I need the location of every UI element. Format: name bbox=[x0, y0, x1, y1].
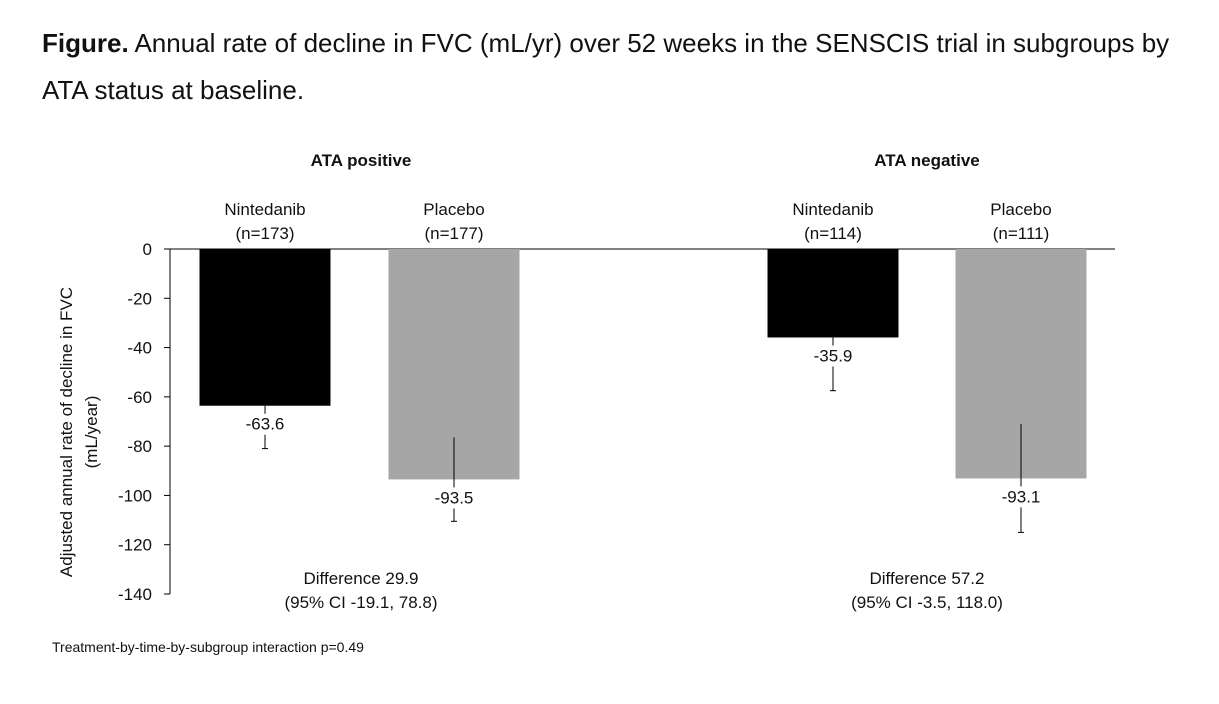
difference-label: Difference 29.9 bbox=[304, 569, 419, 588]
bar-value-label: -93.5 bbox=[435, 488, 474, 507]
group-title: ATA negative bbox=[874, 151, 979, 170]
value-label-bg bbox=[241, 413, 289, 435]
y-tick-label: -140 bbox=[118, 585, 152, 604]
group-title: ATA positive bbox=[311, 151, 412, 170]
bar-n-label: (n=177) bbox=[424, 224, 483, 243]
bar-value-label: -63.6 bbox=[246, 415, 285, 434]
value-label-bg bbox=[997, 486, 1045, 508]
y-tick-label: -40 bbox=[127, 339, 152, 358]
caption-text: Annual rate of decline in FVC (mL/yr) ov… bbox=[42, 28, 1170, 105]
bar-series-label: Placebo bbox=[990, 200, 1051, 219]
bar-n-label: (n=173) bbox=[235, 224, 294, 243]
y-axis-unit: (mL/year) bbox=[82, 396, 101, 469]
value-label-bg bbox=[809, 345, 857, 367]
bar-nintedanib bbox=[767, 249, 899, 338]
interaction-footnote: Treatment-by-time-by-subgroup interactio… bbox=[52, 639, 364, 655]
bar-nintedanib bbox=[199, 249, 331, 406]
y-tick-label: -100 bbox=[118, 486, 152, 505]
y-tick-label: -20 bbox=[127, 289, 152, 308]
bar-n-label: (n=111) bbox=[993, 224, 1050, 243]
bar-series-label: Nintedanib bbox=[792, 200, 873, 219]
y-axis-title: Adjusted annual rate of decline in FVC bbox=[57, 287, 76, 577]
y-tick-label: -80 bbox=[127, 437, 152, 456]
caption-label: Figure. bbox=[42, 28, 129, 58]
difference-label: Difference 57.2 bbox=[870, 569, 985, 588]
bar-series-label: Nintedanib bbox=[224, 200, 305, 219]
bar-value-label: -35.9 bbox=[814, 346, 853, 365]
bar-series-label: Placebo bbox=[423, 200, 484, 219]
y-tick-label: -120 bbox=[118, 536, 152, 555]
figure-caption: Figure. Annual rate of decline in FVC (m… bbox=[42, 20, 1192, 114]
ci-label: (95% CI -19.1, 78.8) bbox=[284, 593, 437, 612]
bar-n-label: (n=114) bbox=[804, 224, 862, 243]
value-label-bg bbox=[430, 487, 478, 509]
bar-value-label: -93.1 bbox=[1002, 487, 1041, 506]
ci-label: (95% CI -3.5, 118.0) bbox=[851, 593, 1003, 612]
y-tick-label: 0 bbox=[143, 240, 152, 259]
y-tick-label: -60 bbox=[127, 388, 152, 407]
